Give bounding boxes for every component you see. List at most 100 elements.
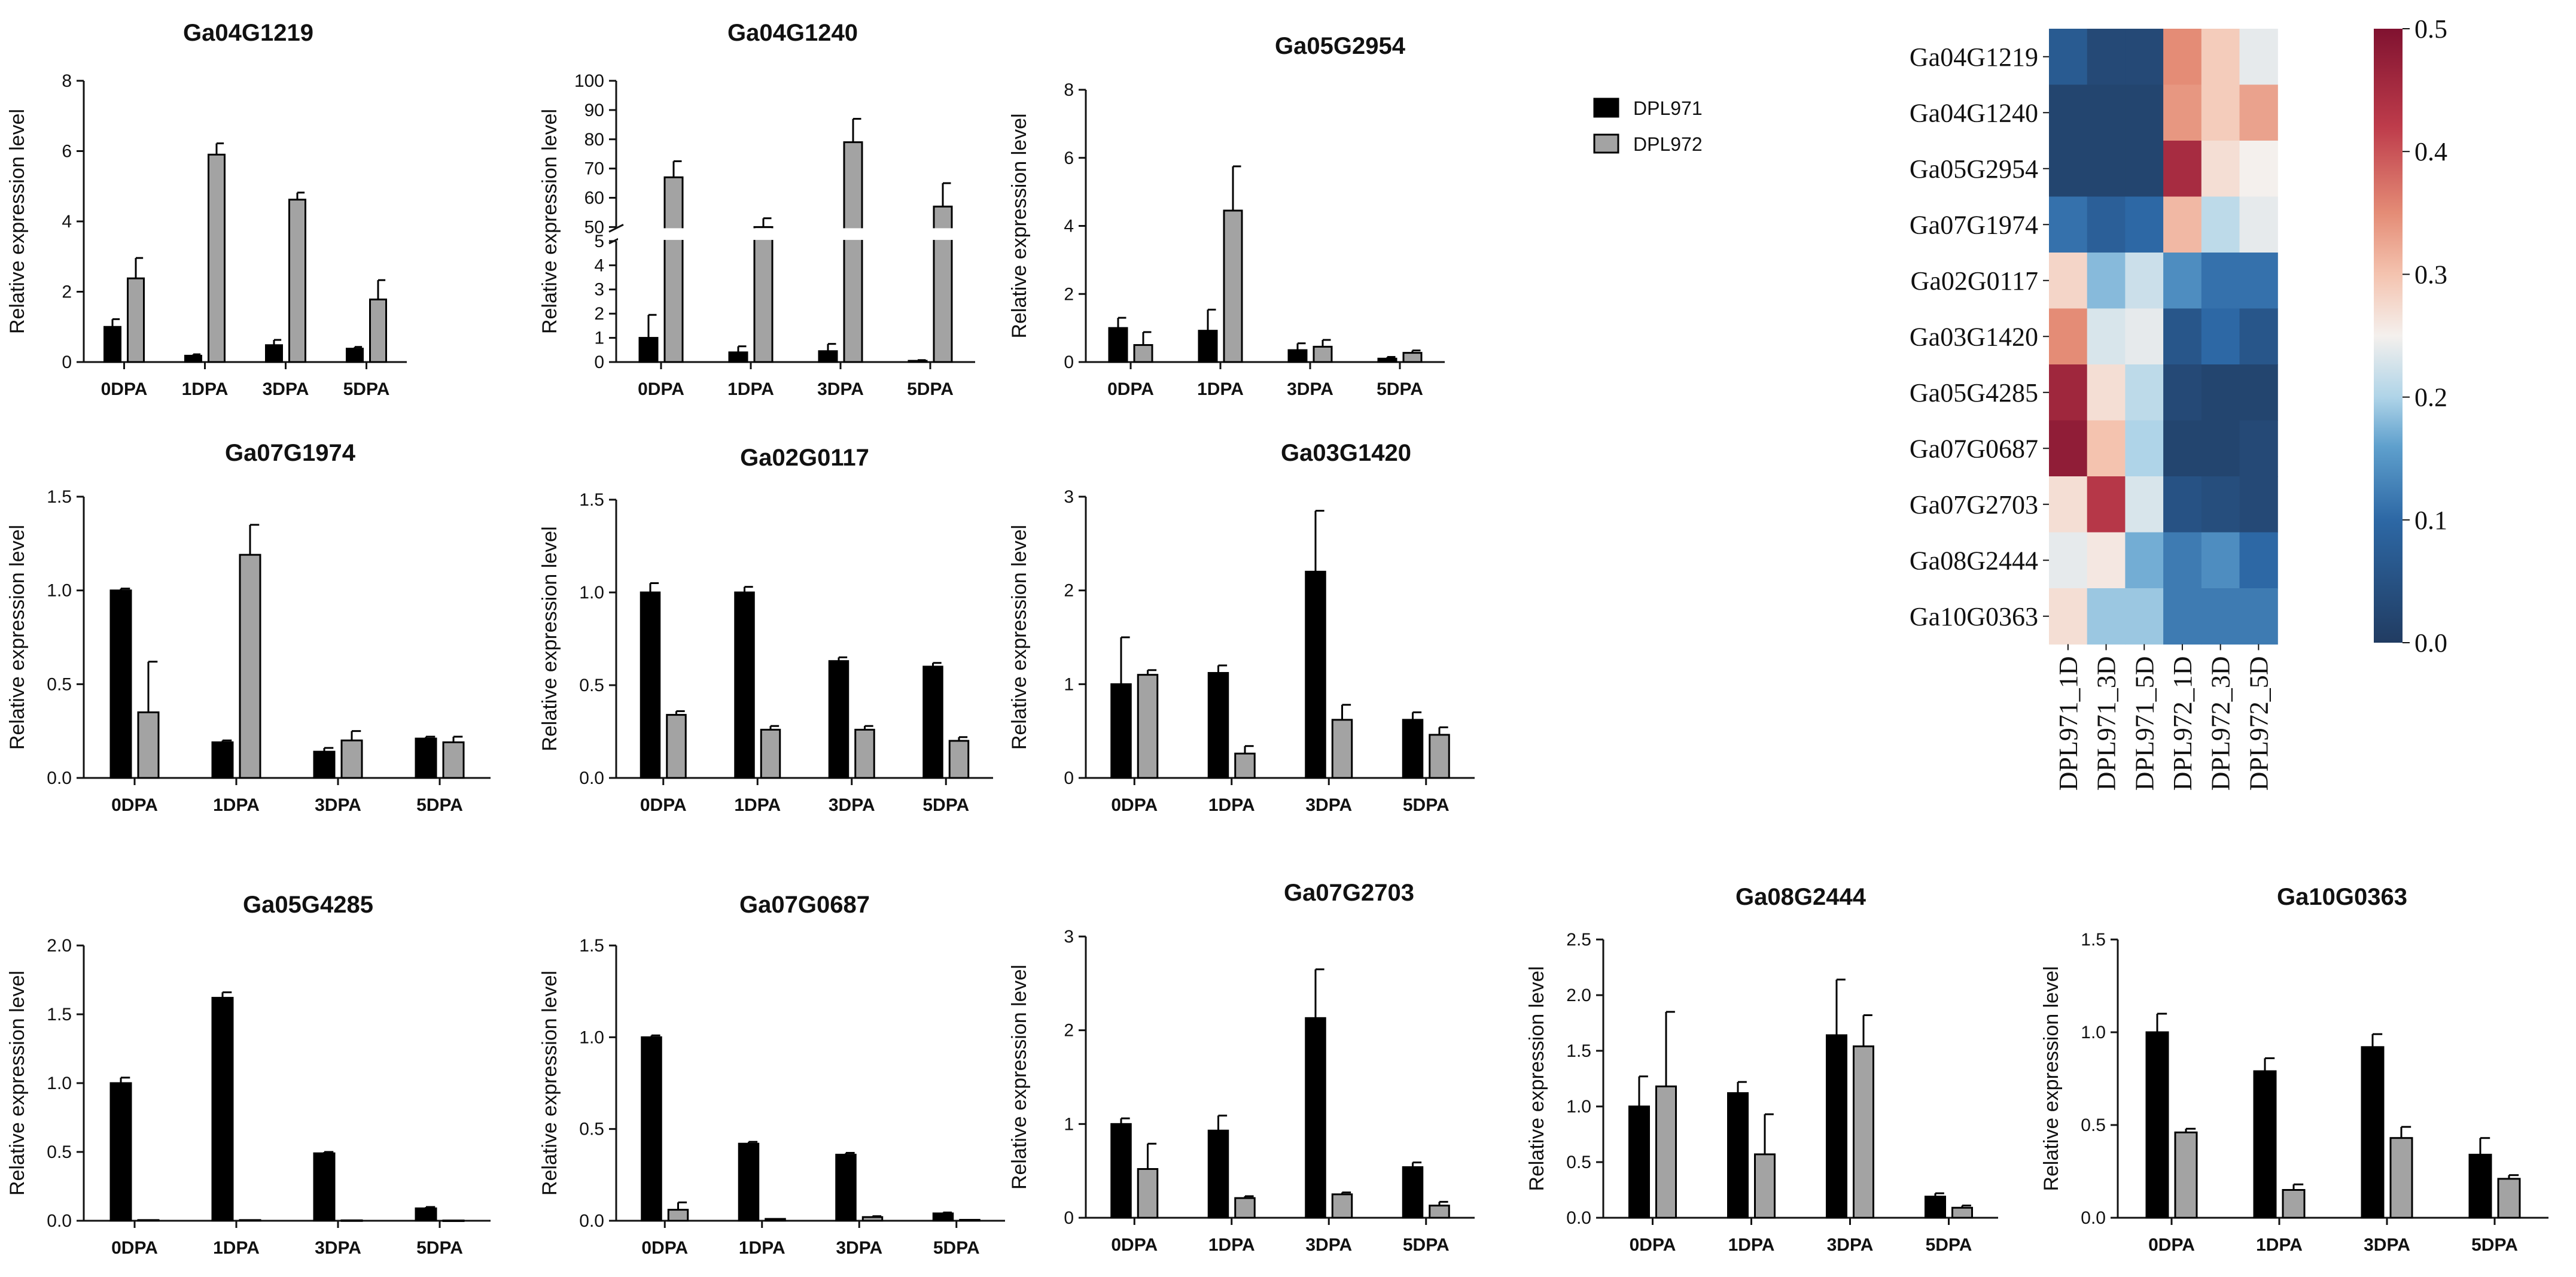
bar-dpl972 <box>1655 1086 1677 1219</box>
heatmap-cell <box>2201 420 2240 477</box>
bar-dpl972 <box>2282 1189 2306 1219</box>
bar-dpl971 <box>1207 672 1229 779</box>
chart-title: Ga07G1974 <box>225 440 356 466</box>
bar-dpl971 <box>1826 1034 1847 1219</box>
x-tick-label: 1DPA <box>734 795 781 815</box>
bar-dpl972 <box>1313 345 1333 363</box>
bar-dpl972 <box>666 714 687 779</box>
x-tick-label: 0DPA <box>111 795 158 815</box>
y-tick-label: 3 <box>1064 487 1074 507</box>
heatmap-cell <box>2125 420 2164 477</box>
bar-dpl972 <box>1234 1197 1256 1219</box>
bar-dpl972 <box>765 1218 786 1222</box>
y-tick-label: 3 <box>1064 927 1074 947</box>
x-tick-label: 1DPA <box>727 379 774 399</box>
y-tick-label: 0.0 <box>47 1211 72 1231</box>
y-tick-label: 1 <box>594 329 604 348</box>
heatmap-cell <box>2201 476 2240 533</box>
heatmap-cell <box>2087 29 2126 86</box>
bar-panel: Ga04G1240 Relative expression level 0 1 2 3 4 5… <box>538 20 977 399</box>
heatmap-cell <box>2239 588 2278 645</box>
bar-dpl972 <box>288 199 306 363</box>
bar-dpl972 <box>2174 1131 2198 1219</box>
y-tick-label: 60 <box>584 188 604 208</box>
y-tick-label: 2 <box>1064 1021 1074 1041</box>
x-tick-label: 1DPA <box>1728 1235 1775 1255</box>
x-tick-label: 5DPA <box>907 379 954 399</box>
x-tick-label: 3DPA <box>1305 1235 1352 1255</box>
y-tick-label: 90 <box>584 101 604 120</box>
legend-swatch-dpl971 <box>1593 98 1619 118</box>
chart-title: Ga02G0117 <box>740 445 869 471</box>
bar-dpl972 <box>208 153 226 363</box>
bar-dpl971 <box>640 591 661 779</box>
x-tick-label: 0DPA <box>641 1238 688 1258</box>
bar-dpl972 <box>239 1219 261 1222</box>
heatmap-cell <box>2125 588 2164 645</box>
y-tick-label: 0 <box>62 352 72 372</box>
heatmap-cell <box>2125 364 2164 421</box>
bar-dpl971 <box>211 996 234 1222</box>
bar-dpl972 <box>239 554 261 779</box>
heatmap-cell <box>2163 588 2202 645</box>
y-tick-label: 0 <box>1064 768 1074 788</box>
heatmap-cell <box>2087 364 2126 421</box>
bar-dpl971 <box>1287 349 1308 363</box>
y-tick-label: 4 <box>62 212 72 232</box>
legend: DPL971 DPL972 <box>1593 98 1703 155</box>
bar-dpl971 <box>1402 1166 1424 1219</box>
y-tick-label: 50 <box>584 217 604 237</box>
bar-dpl971 <box>728 351 748 363</box>
y-tick-label: 2 <box>62 282 72 302</box>
y-tick-label: 0.0 <box>579 1211 604 1231</box>
y-tick-label: 2 <box>1064 581 1074 601</box>
x-tick-label: 3DPA <box>2364 1235 2410 1255</box>
heatmap-cell <box>2087 253 2126 309</box>
heatmap-row-label: Ga04G1240 <box>1910 98 2038 127</box>
heatmap-cell <box>2201 308 2240 365</box>
x-tick-label: 5DPA <box>1403 1235 1450 1255</box>
x-tick-label: 0DPA <box>1630 1235 1676 1255</box>
x-tick-label: 3DPA <box>1827 1235 1874 1255</box>
bar-dpl971 <box>1305 1017 1326 1219</box>
y-tick-label: 1.5 <box>47 1005 72 1024</box>
bar-dpl971 <box>1108 327 1128 363</box>
y-tick-label: 0.5 <box>2081 1115 2106 1135</box>
axis-break-mark <box>608 224 624 233</box>
bar-dpl971 <box>734 591 755 779</box>
x-tick-label: 5DPA <box>2471 1235 2518 1255</box>
y-tick-label: 4 <box>1064 217 1074 236</box>
bar-dpl971 <box>1198 330 1218 363</box>
heatmap-cell <box>2201 84 2240 141</box>
bar-dpl971 <box>1207 1129 1229 1219</box>
bar-dpl971 <box>1402 719 1424 779</box>
heatmap-cell <box>2049 141 2088 197</box>
bar-dpl972 <box>137 1219 160 1222</box>
y-tick-label: 2.5 <box>1566 930 1591 950</box>
y-tick-label: 4 <box>594 256 604 275</box>
legend-swatch-dpl972 <box>1593 133 1619 154</box>
x-tick-label: 3DPA <box>829 795 875 815</box>
bar-dpl971 <box>2253 1070 2277 1219</box>
heatmap-row-label: Ga07G0687 <box>1910 434 2038 463</box>
bar-dpl971 <box>184 354 202 363</box>
x-tick-label: 1DPA <box>213 795 260 815</box>
y-tick-label: 2 <box>594 304 604 324</box>
heatmap-cell <box>2239 364 2278 421</box>
heatmap-cell <box>2125 253 2164 309</box>
heatmap-cell <box>2163 141 2202 197</box>
heatmap-cell <box>2087 532 2126 589</box>
x-tick-label: 3DPA <box>315 795 361 815</box>
bar-panel: Ga07G0687 Relative expression level 0.0 0.5… <box>538 892 1005 1258</box>
bar-dpl971 <box>1110 683 1132 779</box>
colorbar-gradient <box>2374 29 2403 643</box>
heatmap-cell <box>2049 420 2088 477</box>
heatmap-cell <box>2125 29 2164 86</box>
bar-dpl971 <box>313 750 336 779</box>
heatmap-cell <box>2163 364 2202 421</box>
bar-panel: Ga05G2954 Relative expression level 0 2 4 6 8 0… <box>1008 33 1445 399</box>
chart-title: Ga05G2954 <box>1275 33 1406 59</box>
y-tick-label: 100 <box>574 71 604 91</box>
y-tick-label: 0.0 <box>2081 1208 2106 1228</box>
y-tick-label: 1.0 <box>47 581 72 601</box>
